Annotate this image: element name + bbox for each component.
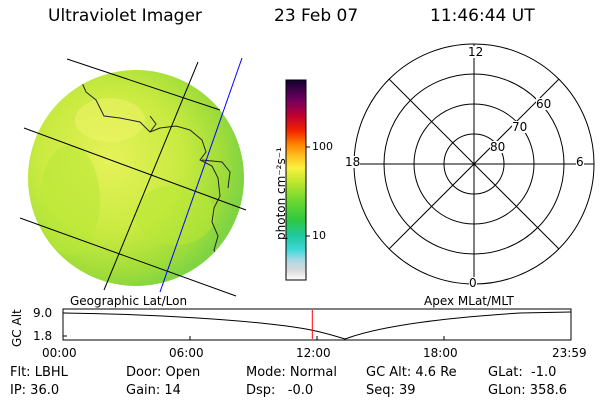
lat-60-label: 60	[536, 97, 552, 111]
altitude-xtick-1: 06:00	[169, 346, 204, 360]
altitude-curve	[62, 311, 572, 340]
apex-polar-grid	[353, 43, 595, 285]
terminator-line	[159, 57, 243, 293]
lat-80-label: 80	[490, 140, 506, 154]
instrument-title: Ultraviolet Imager	[48, 6, 202, 26]
mlt-0-label: 0	[469, 276, 477, 290]
door-info: Door: Open	[126, 365, 201, 380]
filter-info: Flt: LBHL	[10, 365, 68, 380]
altitude-ytick-top: 9.0	[33, 306, 53, 320]
mlt-6-label: 6	[576, 155, 584, 169]
altitude-xtick-0: 00:00	[42, 346, 77, 360]
geographic-grid	[19, 58, 247, 297]
sequence-info: Seq: 39	[366, 383, 416, 398]
dsp-info: Dsp: -0.0	[246, 383, 314, 398]
altitude-plot	[62, 308, 572, 341]
mode-info: Mode: Normal	[246, 365, 337, 380]
uv-earth-image	[19, 57, 247, 297]
observation-time: 11:46:44 UT	[430, 6, 535, 26]
gc-alt-info: GC Alt: 4.6 Re	[366, 365, 457, 380]
altitude-x-ticks	[62, 312, 572, 340]
intensity-colorbar	[285, 79, 310, 281]
lat-70-label: 70	[512, 120, 528, 134]
altitude-plot-frame	[62, 308, 572, 341]
ip-info: IP: 36.0	[10, 383, 60, 398]
altitude-xtick-4: 23:59	[552, 346, 587, 360]
coastline-outline	[79, 77, 231, 273]
altitude-ytick-bottom: 1.8	[33, 329, 53, 343]
altitude-xtick-2: 12:00	[296, 346, 331, 360]
mlt-18-label: 18	[345, 155, 361, 169]
glon-info: GLon: 358.6	[488, 383, 568, 398]
gain-info: Gain: 14	[126, 383, 181, 398]
observation-date: 23 Feb 07	[274, 6, 359, 26]
geographic-grid-label: Geographic Lat/Lon	[70, 294, 188, 308]
colorbar-unit-label: photon cm⁻²s⁻¹	[274, 147, 288, 240]
glat-info: GLat: -1.0	[488, 365, 557, 380]
colorbar-tick-10: 10	[312, 229, 326, 242]
colorbar-tick-100: 100	[312, 140, 333, 153]
altitude-xtick-3: 18:00	[423, 346, 458, 360]
mlt-12-label: 12	[468, 45, 484, 59]
altitude-ylabel: GC Alt	[10, 309, 24, 347]
apex-grid-label: Apex MLat/MLT	[424, 294, 514, 308]
